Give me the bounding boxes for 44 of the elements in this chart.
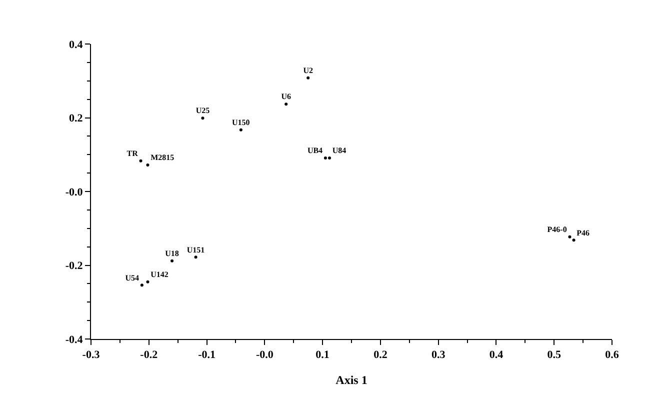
data-label: U84 bbox=[332, 146, 346, 156]
point bbox=[324, 156, 327, 160]
data-label: U25 bbox=[196, 106, 210, 116]
y-tick-label: 0.2 bbox=[69, 112, 84, 125]
data-label: TR bbox=[126, 149, 138, 158]
x-tick-label: 0.3 bbox=[431, 349, 446, 362]
data-label: U150 bbox=[232, 118, 250, 128]
data-label: U18 bbox=[165, 248, 179, 258]
point bbox=[170, 259, 174, 262]
point bbox=[146, 280, 150, 284]
point bbox=[572, 238, 576, 242]
x-tick-label: 0.5 bbox=[547, 349, 562, 362]
point bbox=[201, 116, 204, 120]
x-axis-title: Axis 1 bbox=[336, 373, 368, 388]
point bbox=[139, 159, 142, 162]
point bbox=[568, 235, 572, 238]
y-tick-label: 0.4 bbox=[69, 38, 84, 51]
data-label: U151 bbox=[186, 245, 205, 254]
point bbox=[284, 102, 288, 106]
data-label: U2 bbox=[303, 66, 313, 76]
point bbox=[328, 156, 331, 160]
x-tick-label: -0.2 bbox=[140, 349, 158, 362]
y-tick-label: -0.4 bbox=[65, 334, 84, 346]
y-tick-label: -0.2 bbox=[65, 260, 84, 272]
data-label: M2815 bbox=[150, 153, 174, 162]
x-tick-label: 0.2 bbox=[374, 349, 388, 362]
x-tick-label: 0.1 bbox=[316, 349, 330, 362]
data-label: U6 bbox=[281, 92, 291, 102]
data-label: P46 bbox=[576, 228, 590, 238]
x-tick-label: 0.4 bbox=[489, 349, 504, 362]
y-tick-label: -0.0 bbox=[65, 186, 84, 198]
x-tick-label: -0.0 bbox=[256, 349, 274, 362]
data-label: U54 bbox=[125, 273, 140, 282]
point bbox=[140, 284, 144, 287]
x-tick-label: 0.6 bbox=[605, 349, 620, 362]
x-tick-label: -0.1 bbox=[198, 349, 216, 362]
data-label: P46-0 bbox=[547, 224, 567, 234]
point bbox=[239, 128, 242, 132]
point bbox=[194, 256, 198, 259]
point bbox=[306, 76, 310, 80]
data-label: UB4 bbox=[307, 146, 323, 156]
point bbox=[146, 163, 150, 166]
x-tick-label: -0.3 bbox=[82, 349, 100, 362]
data-label: U142 bbox=[150, 270, 168, 279]
